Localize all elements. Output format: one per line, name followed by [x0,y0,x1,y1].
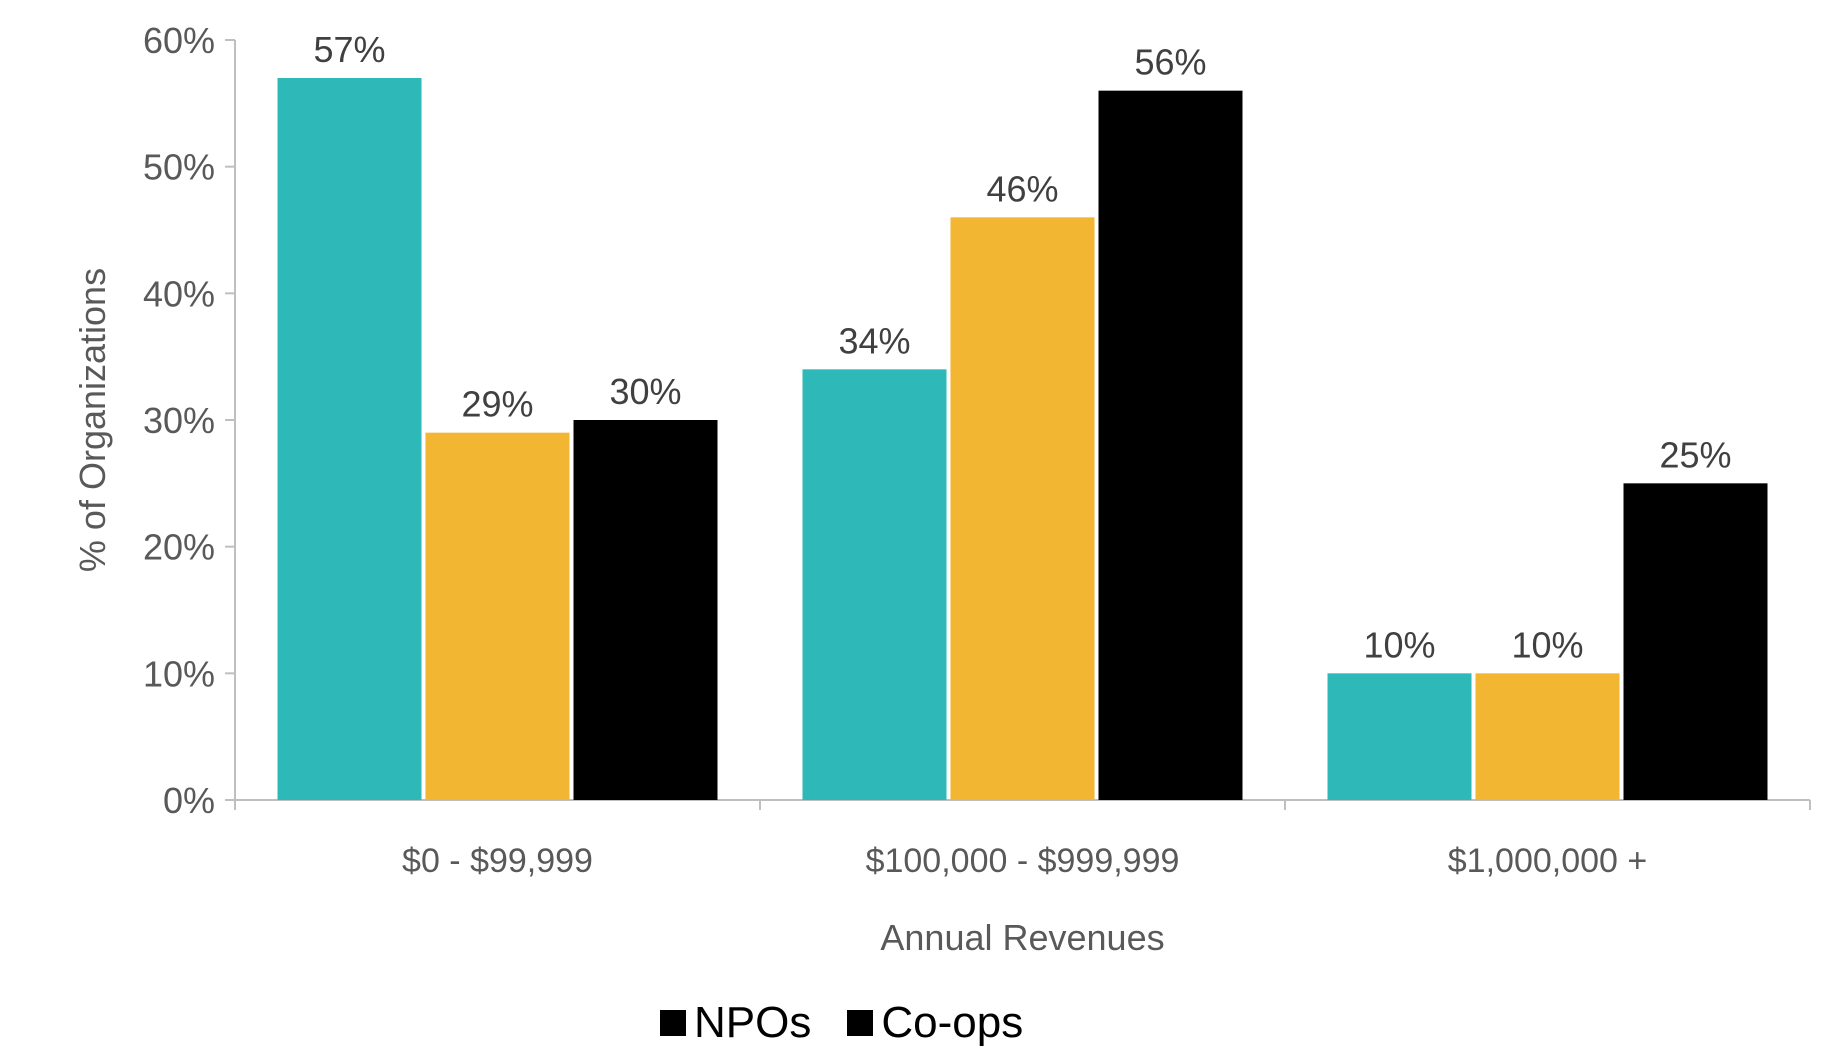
bar-series-3 [1098,90,1243,800]
legend-item-npos: NPOs [660,998,811,1048]
bar-series-3 [1623,483,1768,800]
x-tick-label: $1,000,000 + [1448,842,1647,880]
bar-co-ops [1475,673,1620,800]
legend-swatch-npos [660,1010,686,1036]
data-label: 25% [1659,434,1731,475]
x-axis-title: Annual Revenues [880,917,1164,958]
legend-label-coops: Co-ops [881,998,1024,1047]
data-label: 10% [1511,624,1583,665]
y-tick-label: 0% [163,780,215,821]
data-label: 57% [313,29,385,70]
y-tick-label: 60% [143,20,215,61]
data-label: 46% [986,168,1058,209]
bar-npos [802,369,947,800]
y-axis-title: % of Organizations [72,268,113,572]
legend-item-coops: Co-ops [847,998,1023,1048]
data-label: 56% [1134,42,1206,83]
bar-chart: 0% 10% 20% 30% 40% 50% 60% 57% 29% 30% $0 - $99,99… [72,20,1811,958]
y-tick-label: 40% [143,273,215,314]
y-tick-label: 20% [143,527,215,568]
data-label: 34% [838,320,910,361]
bar-npos [277,78,422,800]
legend: NPOs Co-ops [660,998,1023,1048]
bar-co-ops [950,217,1095,801]
data-label: 10% [1363,624,1435,665]
x-tick-label: $0 - $99,999 [402,842,593,880]
bar-series-3 [573,420,718,800]
data-label: 30% [609,371,681,412]
legend-label-npos: NPOs [694,998,812,1047]
y-tick-label: 10% [143,653,215,694]
y-tick-label: 30% [143,400,215,441]
x-tick-label: $100,000 - $999,999 [866,842,1180,880]
y-tick-label: 50% [143,147,215,188]
data-label: 29% [461,384,533,425]
legend-swatch-coops [847,1010,874,1036]
bar-co-ops [425,432,570,800]
bar-npos [1327,673,1472,800]
